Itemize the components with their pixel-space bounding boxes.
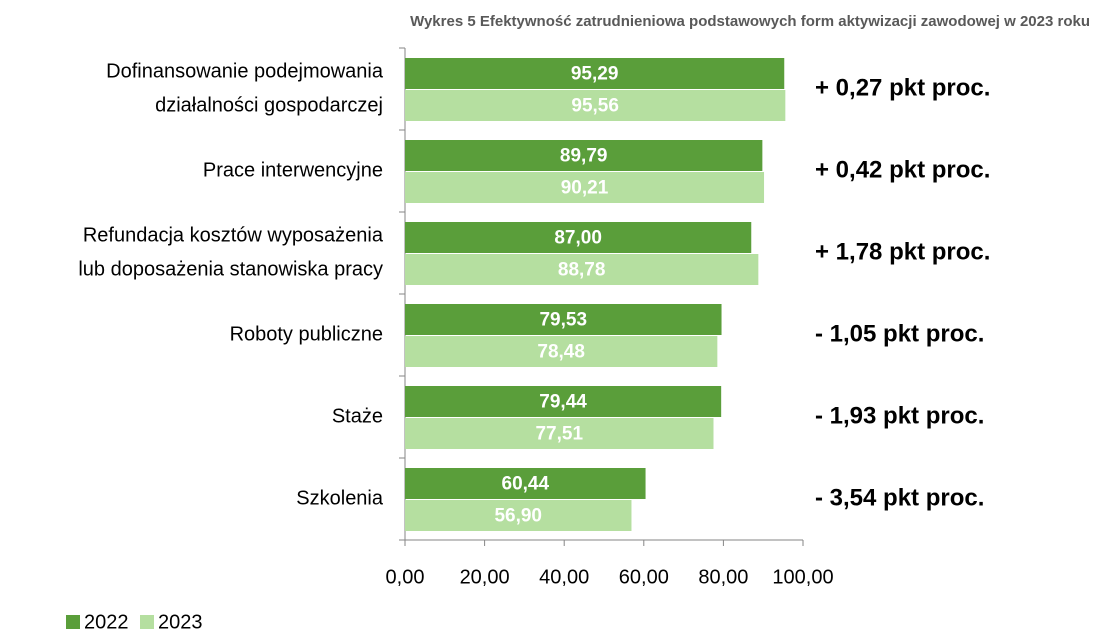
value-label: 79,53 — [539, 310, 587, 331]
legend-label: 2022 — [84, 611, 129, 632]
legend-swatch — [66, 615, 80, 629]
bar — [405, 90, 786, 121]
legend-label: 2023 — [158, 611, 203, 632]
x-tick-label: 40,00 — [539, 566, 589, 588]
category-label: Roboty publiczne — [230, 323, 383, 345]
value-label: 87,00 — [554, 228, 602, 249]
annotation: - 1,93 pkt proc. — [815, 402, 984, 429]
value-label: 88,78 — [558, 260, 606, 281]
bar — [405, 172, 765, 203]
bar — [405, 336, 718, 367]
annotation: + 1,78 pkt proc. — [815, 238, 990, 265]
bar — [405, 500, 632, 531]
category-label: Szkolenia — [296, 487, 384, 509]
bar — [405, 222, 752, 253]
legend-swatch — [140, 615, 154, 629]
x-tick-label: 80,00 — [698, 566, 748, 588]
bar — [405, 254, 759, 285]
annotation: + 0,27 pkt proc. — [815, 74, 990, 101]
x-tick-label: 60,00 — [619, 566, 669, 588]
category-label: działalności gospodarczej — [155, 94, 383, 116]
value-label: 78,48 — [537, 342, 585, 363]
category-label: lub doposażenia stanowiska pracy — [78, 258, 383, 280]
value-label: 89,79 — [560, 146, 608, 167]
category-label: Staże — [332, 405, 383, 427]
value-label: 79,44 — [539, 392, 587, 413]
category-label: Prace interwencyjne — [203, 159, 383, 181]
bar — [405, 386, 722, 417]
annotation: - 3,54 pkt proc. — [815, 484, 984, 511]
value-label: 95,29 — [571, 64, 619, 85]
x-tick-label: 20,00 — [460, 566, 510, 588]
chart-title: Wykres 5 Efektywność zatrudnieniowa pods… — [410, 13, 1090, 30]
bar — [405, 468, 646, 499]
x-tick-label: 0,00 — [386, 566, 425, 588]
bar — [405, 140, 763, 171]
category-label: Refundacja kosztów wyposażenia — [83, 224, 384, 246]
value-label: 90,21 — [561, 178, 609, 199]
bar — [405, 304, 722, 335]
value-label: 95,56 — [571, 96, 619, 117]
category-label: Dofinansowanie podejmowania — [106, 60, 384, 82]
annotation: + 0,42 pkt proc. — [815, 156, 990, 183]
value-label: 77,51 — [535, 424, 583, 445]
value-label: 60,44 — [502, 474, 550, 495]
x-tick-label: 100,00 — [772, 566, 833, 588]
bar — [405, 418, 714, 449]
value-label: 56,90 — [494, 506, 542, 527]
bar — [405, 58, 785, 89]
annotation: - 1,05 pkt proc. — [815, 320, 984, 347]
